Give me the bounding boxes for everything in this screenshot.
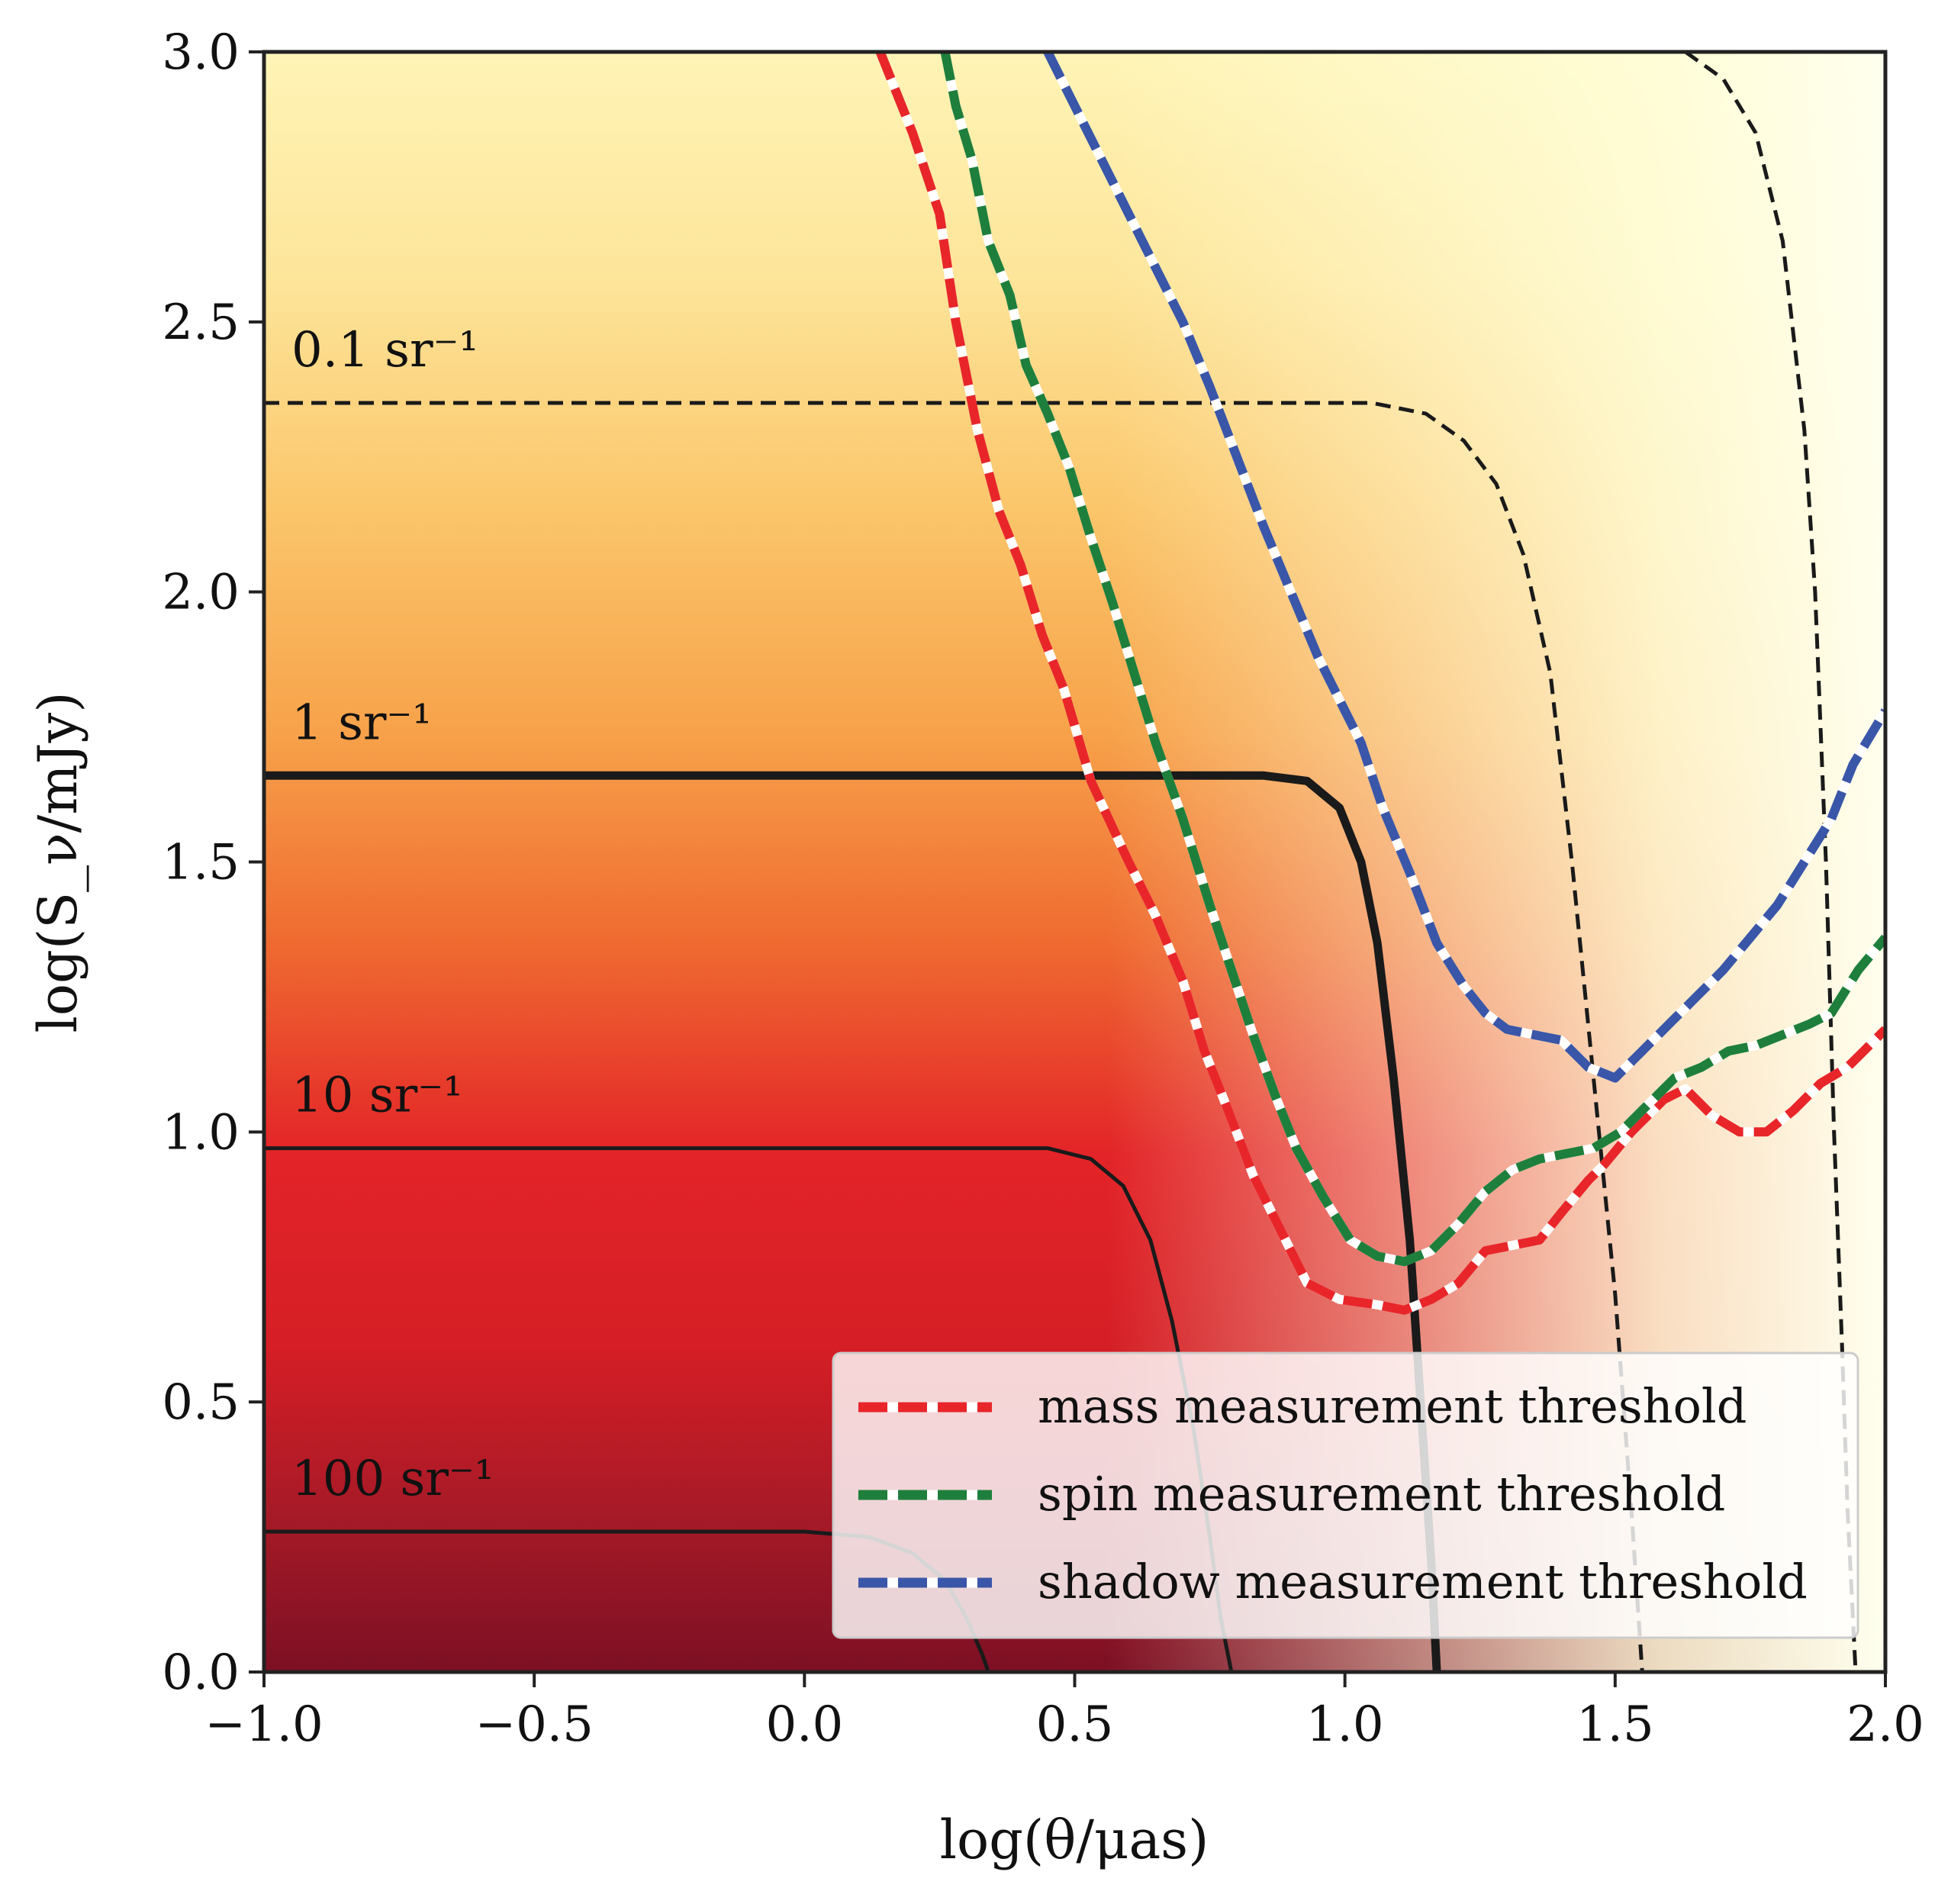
legend-entry-mass: mass measurement threshold xyxy=(858,1378,1747,1434)
legend-label: shadow measurement threshold xyxy=(1038,1554,1808,1609)
contour-label: 0.1 sr⁻¹ xyxy=(291,322,478,379)
contour-label: 1 sr⁻¹ xyxy=(291,694,432,751)
contour-label: 10 sr⁻¹ xyxy=(291,1068,463,1124)
y-tick-label: 3.0 xyxy=(162,24,240,81)
legend-entry-spin: spin measurement threshold xyxy=(858,1466,1725,1522)
legend-label: spin measurement threshold xyxy=(1038,1466,1725,1522)
contour-label-layer: 0.1 sr⁻¹ 1 sr⁻¹ 10 sr⁻¹ 100 sr⁻¹ xyxy=(291,322,494,1507)
y-axis-title: log(S_ν/mJy) xyxy=(27,691,89,1033)
shadow-threshold-line xyxy=(1043,52,1885,1083)
y-tick-label: 0.0 xyxy=(162,1645,240,1701)
y-tick-label: 1.5 xyxy=(162,835,240,891)
y-tick-label: 2.0 xyxy=(162,565,240,621)
x-tick-label: 0.0 xyxy=(765,1696,843,1753)
x-tick-label: 0.5 xyxy=(1036,1696,1114,1753)
legend: mass measurement threshold spin measureme… xyxy=(832,1351,1859,1639)
x-tick-label: 2.0 xyxy=(1846,1696,1924,1753)
mass-threshold-line xyxy=(875,52,1885,1315)
x-tick-label: 1.0 xyxy=(1306,1696,1384,1753)
legend-box xyxy=(832,1351,1859,1639)
legend-entry-shadow: shadow measurement threshold xyxy=(858,1554,1808,1609)
x-axis: −1.0 −0.5 0.0 0.5 1.0 1.5 2.0 xyxy=(204,1672,1924,1753)
y-tick-label: 0.5 xyxy=(162,1374,240,1431)
y-tick-label: 2.5 xyxy=(162,295,240,351)
plot-area xyxy=(264,52,1885,1672)
x-tick-label: −1.0 xyxy=(204,1696,323,1753)
x-axis-title: log(θ/μas) xyxy=(940,1809,1209,1871)
series-layer xyxy=(875,52,1885,1315)
x-tick-label: −0.5 xyxy=(475,1696,593,1753)
spin-threshold-line xyxy=(940,52,1885,1267)
y-tick-label: 1.0 xyxy=(162,1104,240,1161)
y-axis: 0.0 0.5 1.0 1.5 2.0 2.5 3.0 xyxy=(162,24,264,1701)
contour-label: 100 sr⁻¹ xyxy=(291,1451,494,1507)
density-contour-0.1 xyxy=(264,401,1644,1672)
legend-label: mass measurement threshold xyxy=(1038,1378,1747,1434)
x-tick-label: 1.5 xyxy=(1576,1696,1654,1753)
